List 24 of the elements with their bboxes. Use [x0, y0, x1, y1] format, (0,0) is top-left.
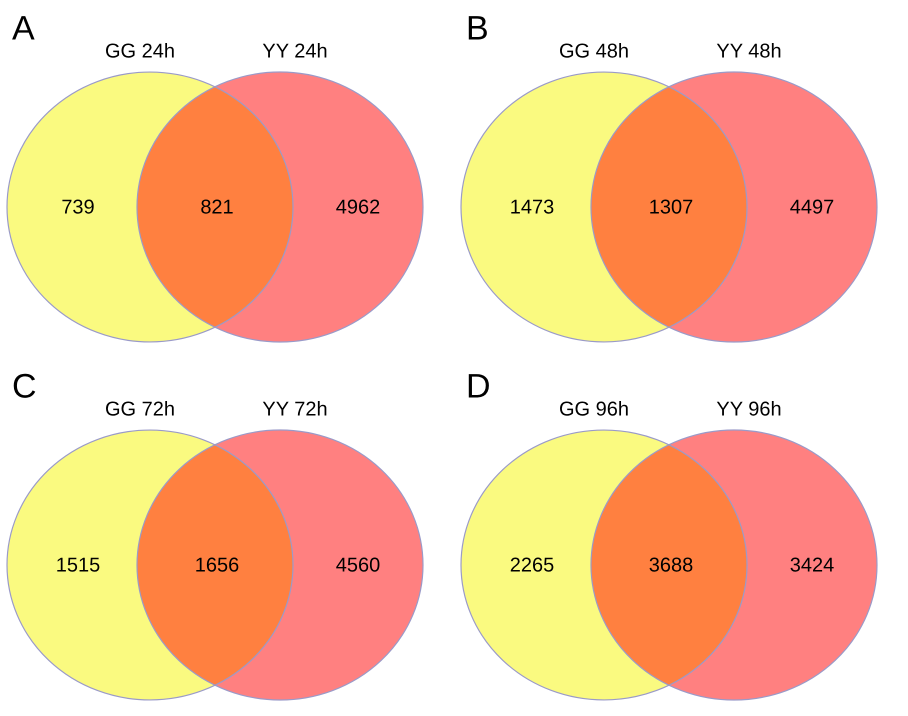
data-label: 739	[61, 196, 95, 219]
data-label: 2265	[510, 554, 554, 577]
data-label: 1307	[648, 196, 694, 219]
data-label: 1515	[56, 554, 100, 577]
data-label: 4497	[790, 196, 834, 219]
data-label: 821	[200, 196, 234, 219]
category-label: YY 24h	[262, 40, 328, 63]
category-label: GG 96h	[558, 398, 630, 421]
text: C	[12, 367, 37, 406]
data-label: 1473	[510, 196, 554, 219]
category-label: YY 96h	[716, 398, 782, 421]
data-label: 3688	[648, 554, 694, 577]
data-label: 3424	[790, 554, 834, 577]
text: A	[12, 9, 35, 48]
text: D	[466, 367, 491, 406]
category-label: GG 48h	[558, 40, 630, 63]
category-label: GG 24h	[104, 40, 176, 63]
category-label: YY 48h	[716, 40, 782, 63]
data-label: 4560	[336, 554, 380, 577]
category-label: YY 72h	[262, 398, 328, 421]
category-label: GG 72h	[104, 398, 176, 421]
text: B	[466, 9, 489, 48]
data-label: 4962	[336, 196, 380, 219]
data-label: 1656	[194, 554, 240, 577]
